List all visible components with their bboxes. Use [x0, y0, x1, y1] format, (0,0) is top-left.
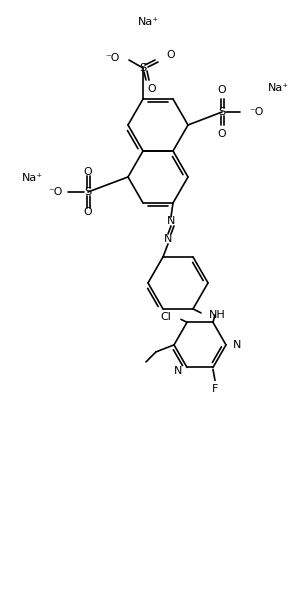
Text: Na⁺: Na⁺: [22, 173, 43, 183]
Text: N: N: [167, 216, 175, 226]
Text: Cl: Cl: [160, 312, 171, 322]
Text: F: F: [212, 384, 218, 395]
Text: Na⁺: Na⁺: [137, 17, 159, 27]
Text: NH: NH: [209, 310, 226, 320]
Text: ⁻O: ⁻O: [49, 187, 63, 197]
Text: N: N: [164, 234, 172, 244]
Text: S: S: [140, 63, 147, 73]
Text: O: O: [84, 207, 92, 217]
Text: O: O: [218, 129, 226, 139]
Text: O: O: [148, 84, 156, 94]
Text: O: O: [218, 85, 226, 95]
Text: S: S: [84, 187, 91, 197]
Text: ⁻O: ⁻O: [249, 107, 263, 117]
Text: S: S: [218, 107, 226, 117]
Text: O: O: [84, 167, 92, 177]
Text: N: N: [233, 340, 241, 350]
Text: ⁻O: ⁻O: [106, 53, 120, 63]
Text: Na⁺: Na⁺: [268, 83, 289, 93]
Text: O: O: [166, 50, 175, 60]
Text: N: N: [174, 367, 182, 376]
